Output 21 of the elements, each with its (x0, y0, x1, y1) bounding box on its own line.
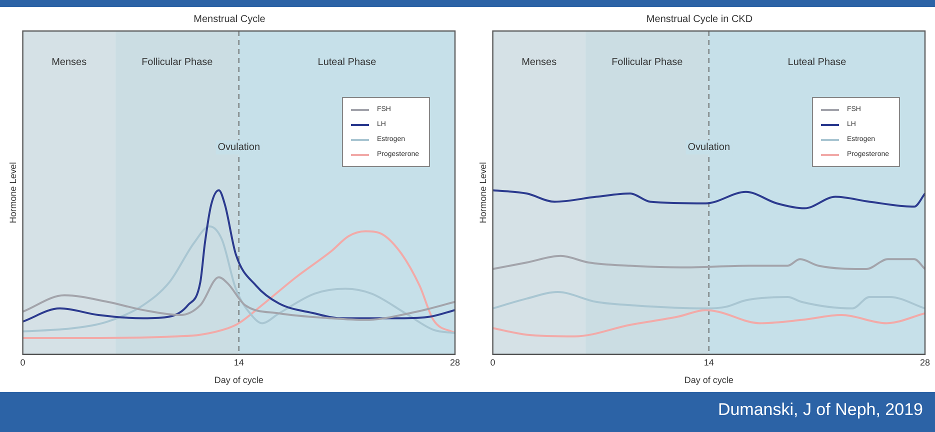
band-label: Menses (522, 56, 557, 68)
band-label: Follicular Phase (142, 56, 214, 68)
x-tick-label: 14 (704, 357, 714, 368)
band-label: Menses (52, 56, 87, 68)
text: Dumanski, J of Neph, 2019 (718, 400, 923, 420)
x-tick-label: 28 (450, 357, 460, 368)
x-tick-label: 14 (234, 357, 244, 368)
x-axis-title: Day of cycle (214, 375, 264, 386)
x-tick-label: 0 (490, 357, 496, 368)
y-axis-title: Hormone Level (8, 162, 18, 224)
ref-line-label: Ovulation (688, 142, 730, 154)
x-tick-label: 28 (920, 357, 930, 368)
band-label: Luteal Phase (318, 56, 377, 68)
ref-line-label: Ovulation (218, 142, 260, 154)
y-axis-title: Hormone Level (478, 162, 488, 224)
x-axis-title: Day of cycle (684, 375, 734, 386)
x-tick-label: 0 (20, 357, 26, 368)
band-label: Luteal Phase (788, 56, 847, 68)
chart-title: Menstrual Cycle in CKD (646, 14, 753, 25)
chart-title: Menstrual Cycle (194, 14, 266, 25)
band-label: Follicular Phase (612, 56, 684, 68)
